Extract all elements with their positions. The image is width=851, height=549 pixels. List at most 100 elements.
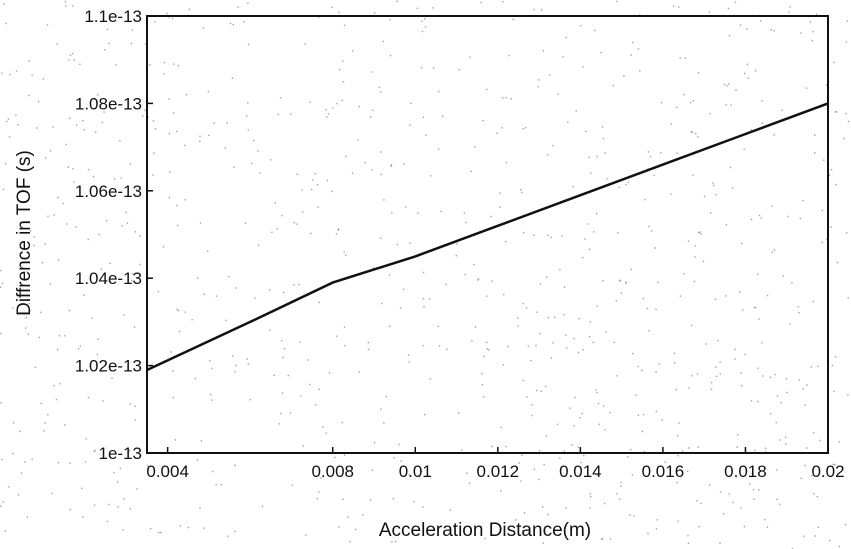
noise-dot [199, 141, 200, 142]
noise-dot [728, 8, 729, 9]
noise-dot [0, 333, 1, 334]
y-tick-label: 1.08e-13 [75, 94, 142, 113]
noise-dot [802, 200, 803, 201]
noise-dot [280, 97, 281, 98]
x-tick-label: 0.02 [811, 462, 844, 481]
noise-dot [552, 342, 553, 343]
noise-dot [383, 199, 384, 200]
noise-dot [0, 270, 1, 271]
y-tick-label: 1.04e-13 [75, 269, 142, 288]
noise-dot [57, 44, 58, 45]
noise-dot [410, 103, 411, 104]
noise-dot [305, 534, 306, 535]
noise-dot [502, 97, 503, 98]
noise-dot [85, 461, 86, 462]
noise-dot [844, 138, 845, 139]
noise-dot [1, 72, 2, 73]
noise-dot [413, 501, 414, 502]
noise-dot [177, 309, 178, 310]
noise-dot [446, 284, 447, 285]
y-tick-label: 1e-13 [99, 444, 142, 463]
noise-dot [638, 48, 639, 49]
noise-dot [538, 79, 539, 80]
noise-dot [227, 536, 228, 537]
noise-dot [456, 255, 457, 256]
noise-dot [690, 131, 691, 132]
noise-dot [88, 239, 89, 240]
noise-dot [119, 140, 120, 141]
noise-dot [98, 339, 99, 340]
noise-dot [149, 64, 150, 65]
noise-dot [846, 41, 847, 42]
noise-dot [562, 56, 563, 57]
noise-dot [603, 405, 604, 406]
noise-dot [830, 226, 831, 227]
noise-dot [621, 293, 622, 294]
noise-dot [698, 526, 699, 527]
noise-dot [726, 104, 727, 105]
noise-dot [344, 345, 345, 346]
x-tick-label: 0.012 [477, 462, 520, 481]
noise-dot [499, 207, 500, 208]
noise-dot [280, 413, 281, 414]
noise-dot [814, 152, 815, 153]
noise-dot [523, 303, 524, 304]
noise-dot [590, 173, 591, 174]
noise-dot [208, 91, 209, 92]
noise-dot [299, 341, 300, 342]
noise-dot [122, 529, 123, 530]
noise-dot [676, 107, 677, 108]
noise-dot [152, 174, 153, 175]
noise-dot [799, 380, 800, 381]
noise-dot [758, 489, 759, 490]
noise-dot [506, 162, 507, 163]
noise-dot [329, 372, 330, 373]
noise-dot [203, 27, 204, 28]
noise-dot [121, 177, 122, 178]
noise-dot [258, 245, 259, 246]
noise-dot [602, 538, 603, 539]
noise-dot [676, 152, 677, 153]
noise-dot [368, 342, 369, 343]
noise-dot [417, 213, 418, 214]
noise-dot [804, 465, 805, 466]
noise-dot [425, 26, 426, 27]
noise-dot [729, 35, 730, 36]
noise-dot [709, 484, 710, 485]
noise-dot [70, 509, 71, 510]
noise-dot [123, 314, 124, 315]
noise-dot [747, 64, 748, 65]
noise-dot [740, 372, 741, 373]
noise-dot [693, 100, 694, 101]
series-layer [147, 103, 828, 370]
noise-dot [619, 498, 620, 499]
noise-dot [409, 243, 410, 244]
noise-dot [776, 422, 777, 423]
noise-dot [597, 305, 598, 306]
noise-dot [521, 455, 522, 456]
noise-dot [166, 13, 167, 14]
noise-dot [547, 235, 548, 236]
noise-dot [517, 317, 518, 318]
noise-dot [381, 303, 382, 304]
noise-dot [349, 541, 350, 542]
noise-dot [523, 128, 524, 129]
noise-dot [695, 133, 696, 134]
noise-dot [64, 424, 65, 425]
noise-dot [602, 126, 603, 127]
noise-dot [776, 469, 777, 470]
noise-dot [3, 501, 4, 502]
noise-dot [804, 404, 805, 405]
noise-dot [106, 220, 107, 221]
noise-dot [847, 21, 848, 22]
noise-dot [688, 388, 689, 389]
x-tick-label: 0.018 [724, 462, 767, 481]
noise-dot [688, 543, 689, 544]
noise-dot [6, 121, 7, 122]
noise-dot [674, 362, 675, 363]
noise-dot [134, 406, 135, 407]
noise-dot [744, 149, 745, 150]
noise-dot [683, 273, 684, 274]
noise-dot [176, 131, 177, 132]
noise-dot [395, 541, 396, 542]
